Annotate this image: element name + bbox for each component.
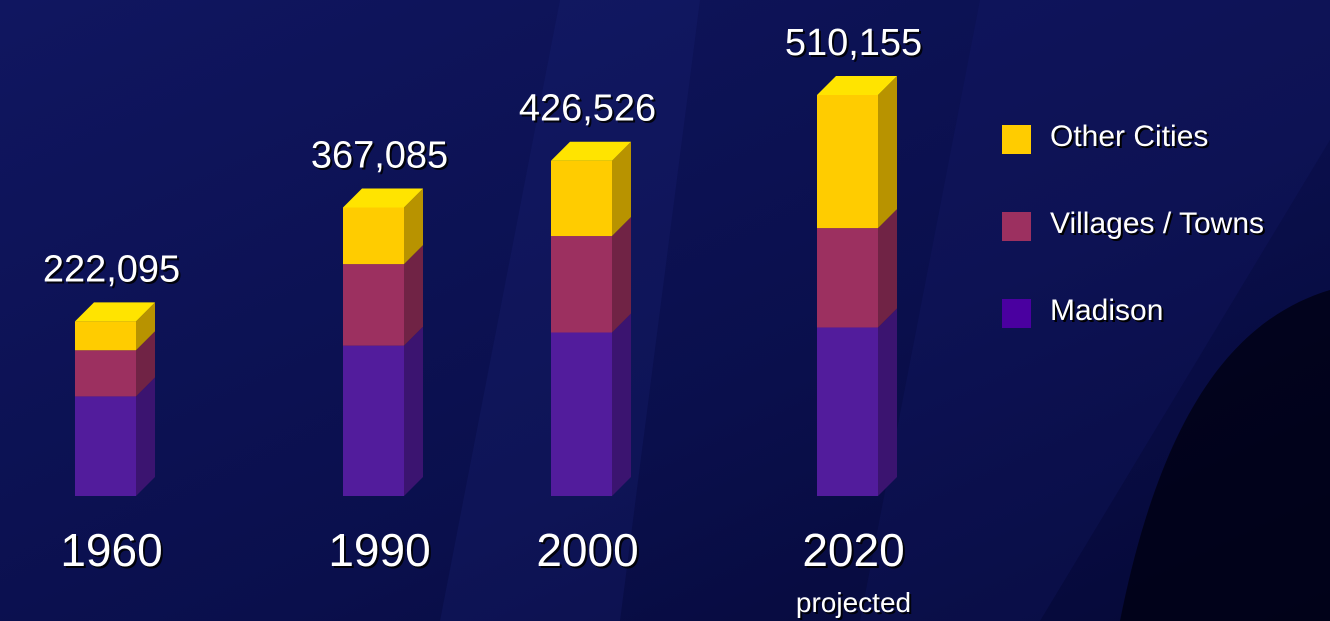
bar-2000-villages-towns [551, 236, 612, 333]
bar-1990-other-cities [343, 207, 404, 265]
bar-side-2000-madison [612, 313, 631, 496]
category-label-1990-shadow: 1990 [330, 526, 432, 578]
legend-swatch-madison [1002, 299, 1031, 328]
bar-2020-madison [817, 327, 878, 496]
category-label-2000-shadow: 2000 [538, 526, 640, 578]
category-label-1960-shadow: 1960 [62, 526, 164, 578]
legend: Other Cities Villages / Towns Madison [1002, 118, 1330, 379]
bar-2020-villages-towns [817, 228, 878, 328]
total-label-1960: 222,095 [43, 248, 180, 290]
category-label-2000: 2000 [536, 524, 638, 576]
total-label-2020-shadow: 510,155 [787, 24, 924, 66]
legend-item-villages-towns: Villages / Towns [1002, 205, 1330, 292]
legend-item-madison: Madison [1002, 292, 1330, 379]
bar-side-2020-other-cities [878, 76, 897, 229]
category-label-2020-shadow: 2020 [804, 526, 906, 578]
bar-1990-villages-towns [343, 264, 404, 346]
bar-1990-madison [343, 345, 404, 496]
total-label-1960-shadow: 222,095 [45, 250, 182, 292]
bar-side-1990-villages-towns [404, 245, 423, 346]
bar-top-2020 [817, 76, 897, 95]
bar-2000-madison [551, 332, 612, 496]
bar-side-1990-other-cities [404, 188, 423, 265]
total-label-2020: 510,155 [785, 22, 922, 64]
legend-swatch-villages-towns [1002, 212, 1031, 241]
bar-side-1990-madison [404, 326, 423, 496]
bar-side-2000-villages-towns [612, 217, 631, 333]
bar-side-2020-madison [878, 308, 897, 496]
bar-1960-madison [75, 396, 136, 496]
total-label-1990: 367,085 [311, 134, 448, 176]
legend-label-other-cities: Other Cities [1050, 120, 1209, 153]
legend-label-villages-towns: Villages / Towns [1050, 207, 1265, 240]
category-label-1960: 1960 [60, 524, 162, 576]
bar-top-2000 [551, 141, 631, 161]
bar-1960-villages-towns [75, 350, 136, 397]
bar-top-1960 [75, 302, 155, 322]
category-label-2020: 2020 [802, 524, 904, 576]
category-label-1990: 1990 [328, 524, 430, 576]
legend-item-other-cities: Other Cities [1002, 118, 1330, 205]
total-label-2000-shadow: 426,526 [521, 90, 658, 132]
bar-top-1990 [343, 188, 423, 208]
category-sublabel-2020: projected [796, 587, 911, 618]
bar-side-2000-other-cities [612, 141, 631, 237]
bar-side-2020-villages-towns [878, 209, 897, 328]
legend-label-madison: Madison [1050, 294, 1164, 327]
bar-1960-other-cities [75, 321, 136, 351]
bar-side-1960-other-cities [136, 302, 155, 351]
total-label-2000: 426,526 [519, 88, 656, 130]
bar-side-1960-villages-towns [136, 331, 155, 397]
bar-side-1960-madison [136, 377, 155, 496]
bar-2000-other-cities [551, 160, 612, 237]
total-label-1990-shadow: 367,085 [313, 136, 450, 178]
legend-swatch-other-cities [1002, 125, 1031, 154]
category-sublabel-2020-shadow: projected [798, 589, 913, 620]
bar-2020-other-cities [817, 95, 878, 229]
